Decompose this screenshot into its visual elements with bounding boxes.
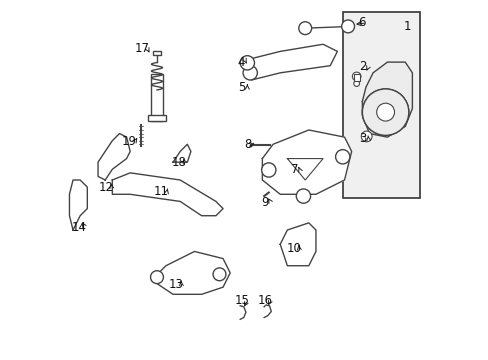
Circle shape (374, 102, 395, 123)
Bar (342, 12, 419, 198)
Circle shape (341, 20, 354, 33)
Circle shape (362, 89, 408, 135)
Circle shape (213, 268, 225, 281)
Circle shape (362, 89, 408, 135)
Bar (152, 51, 161, 55)
Circle shape (296, 189, 310, 203)
Circle shape (150, 271, 163, 284)
Text: 6: 6 (357, 16, 365, 29)
Bar (353, 74, 359, 81)
Text: 3: 3 (359, 132, 366, 145)
Polygon shape (262, 130, 351, 194)
Bar (148, 115, 165, 121)
Circle shape (298, 22, 311, 35)
Polygon shape (98, 134, 130, 180)
Polygon shape (151, 251, 230, 294)
Bar (150, 74, 163, 121)
Circle shape (261, 163, 275, 177)
Text: 15: 15 (234, 294, 249, 307)
Text: 7: 7 (290, 163, 298, 176)
Circle shape (243, 66, 257, 80)
Text: 11: 11 (154, 185, 169, 198)
Circle shape (376, 103, 394, 121)
Text: 14: 14 (72, 221, 87, 234)
Circle shape (335, 150, 349, 164)
Circle shape (353, 81, 359, 86)
Text: 5: 5 (238, 81, 245, 94)
Polygon shape (362, 62, 411, 137)
Text: 9: 9 (261, 195, 268, 209)
Text: 13: 13 (168, 278, 183, 291)
Text: 4: 4 (237, 56, 244, 69)
Polygon shape (244, 44, 337, 80)
Text: 12: 12 (99, 181, 114, 194)
Text: 1: 1 (403, 20, 410, 33)
Text: 8: 8 (244, 138, 251, 151)
Circle shape (240, 56, 254, 70)
Text: 16: 16 (257, 294, 272, 307)
Polygon shape (112, 173, 223, 216)
Text: 2: 2 (359, 60, 366, 73)
Text: 18: 18 (172, 156, 186, 169)
Text: 17: 17 (134, 42, 149, 55)
Text: 19: 19 (122, 135, 137, 148)
Polygon shape (69, 180, 87, 230)
Circle shape (352, 72, 360, 81)
Polygon shape (280, 223, 315, 266)
Circle shape (361, 131, 371, 142)
Text: 10: 10 (286, 242, 301, 255)
